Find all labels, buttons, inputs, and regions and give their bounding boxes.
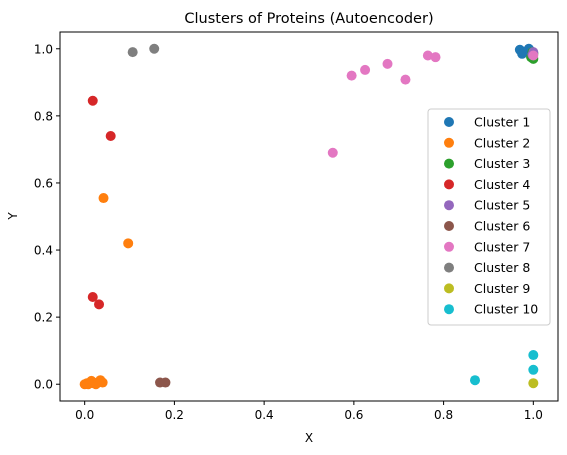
legend-item: Cluster 9: [444, 281, 530, 296]
data-point: [528, 50, 539, 61]
legend-marker: [444, 283, 454, 294]
data-point: [422, 50, 433, 61]
legend-item: Cluster 3: [444, 156, 530, 171]
data-point: [94, 299, 105, 310]
legend-label: Cluster 9: [474, 281, 530, 296]
y-tick-label: 0.2: [34, 311, 53, 325]
series-7: [327, 50, 539, 158]
legend-item: Cluster 7: [444, 239, 530, 254]
x-axis-label: X: [305, 431, 313, 445]
legend-marker: [444, 262, 454, 273]
legend-label: Cluster 2: [474, 135, 530, 150]
data-point: [97, 377, 108, 388]
legend-label: Cluster 5: [474, 198, 530, 213]
data-point: [105, 130, 116, 141]
data-point: [528, 350, 539, 361]
data-point: [346, 70, 357, 81]
y-tick-label: 1.0: [34, 42, 53, 56]
data-point: [470, 375, 480, 386]
y-axis-label: Y: [6, 212, 20, 221]
data-point: [528, 364, 539, 375]
series-8: [127, 43, 160, 58]
x-tick-label: 0.0: [75, 408, 94, 422]
legend: Cluster 1 Cluster 2 Cluster 3 Cluster 4 Clus…: [427, 108, 551, 326]
x-axis: 0.0 0.2 0.4 0.6 0.8 1.0: [75, 401, 543, 422]
data-point: [98, 193, 109, 204]
series-2: [79, 193, 134, 390]
plot-frame: [59, 31, 559, 402]
legend-label: Cluster 6: [474, 219, 530, 234]
data-point: [400, 74, 411, 85]
data-point: [327, 147, 338, 158]
legend-marker: [444, 117, 454, 127]
legend-marker: [444, 241, 454, 252]
legend-item: Cluster 5: [444, 198, 530, 213]
x-tick-label: 0.2: [165, 408, 184, 422]
legend-label: Cluster 4: [474, 177, 530, 192]
y-tick-label: 0.4: [34, 244, 53, 258]
legend-item: Cluster 1: [444, 115, 530, 130]
data-point: [149, 43, 160, 54]
x-tick-label: 0.4: [255, 408, 274, 422]
data-point: [87, 95, 98, 106]
x-tick-label: 0.6: [344, 408, 363, 422]
legend-marker: [444, 304, 454, 315]
legend-item: Cluster 4: [444, 177, 530, 192]
legend-label: Cluster 10: [474, 302, 538, 317]
legend-label: Cluster 1: [474, 115, 530, 130]
y-tick-label: 0.8: [34, 109, 53, 123]
series-9: [528, 378, 539, 389]
data-point: [528, 378, 539, 389]
legend-item: Cluster 2: [444, 135, 530, 150]
legend-item: Cluster 6: [444, 219, 530, 234]
legend-item: Cluster 8: [444, 260, 530, 275]
legend-marker: [444, 221, 454, 231]
data-point: [127, 47, 138, 58]
legend-marker: [444, 137, 454, 148]
data-point: [360, 64, 371, 75]
legend-box: [427, 108, 551, 326]
legend-marker: [444, 179, 454, 190]
series-10: [470, 350, 539, 386]
x-tick-label: 1.0: [524, 408, 543, 422]
series-4: [87, 95, 116, 310]
data-point: [382, 58, 393, 69]
data-point: [160, 377, 171, 388]
data-point: [123, 238, 134, 249]
y-axis: 0.0 0.2 0.4 0.6 0.8 1.0: [34, 42, 60, 392]
data-point: [430, 52, 441, 63]
legend-label: Cluster 7: [474, 239, 530, 254]
chart-title: Clusters of Proteins (Autoencoder): [184, 11, 433, 27]
plot-area: [59, 31, 559, 402]
legend-marker: [444, 158, 454, 169]
data-point: [87, 292, 98, 303]
legend-item: Cluster 10: [444, 302, 538, 317]
y-tick-label: 0.0: [34, 378, 53, 392]
y-tick-label: 0.6: [34, 176, 53, 190]
legend-marker: [444, 200, 454, 211]
x-tick-label: 0.8: [434, 408, 453, 422]
series-6: [155, 377, 171, 388]
legend-label: Cluster 3: [474, 156, 530, 171]
legend-label: Cluster 8: [474, 260, 530, 275]
